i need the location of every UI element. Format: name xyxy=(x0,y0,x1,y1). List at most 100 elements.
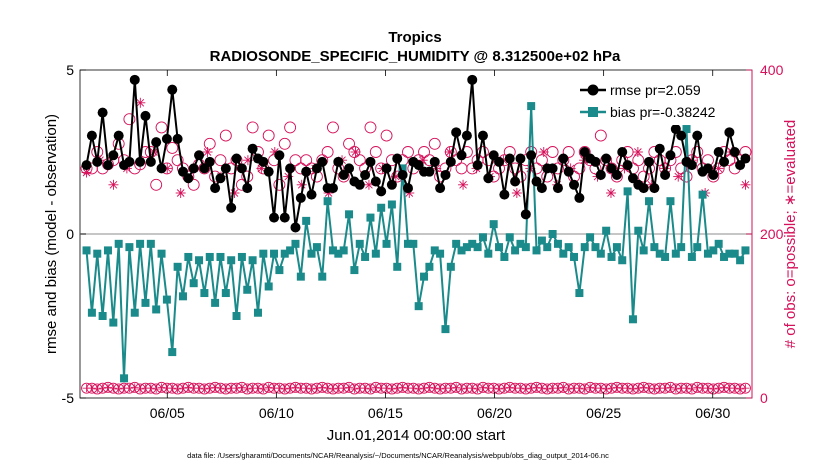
rmse-point xyxy=(354,179,365,190)
evaluated-star-stroke xyxy=(445,148,454,156)
y-left-tick-label: -5 xyxy=(62,390,75,406)
evaluated-count-marker xyxy=(202,147,213,157)
rmse-point xyxy=(435,183,446,194)
chart-subtitle: RADIOSONDE_SPECIFIC_HUMIDITY @ 8.312500e… xyxy=(210,48,621,65)
bias-point xyxy=(120,374,129,383)
bias-point xyxy=(661,252,670,261)
evaluated-star-stroke xyxy=(176,189,185,197)
x-ticks-group: 06/05 06/10 06/15 06/20 06/25 06/30 xyxy=(150,70,730,421)
evaluated-star-stroke xyxy=(459,180,467,189)
rmse-point xyxy=(611,169,622,180)
bias-point xyxy=(570,252,579,261)
rmse-point xyxy=(547,163,558,174)
y-left-tick-label: 0 xyxy=(66,226,74,242)
rmse-point xyxy=(729,147,740,157)
bias-point xyxy=(436,249,445,258)
bias-point xyxy=(473,243,482,252)
rmse-point xyxy=(649,183,660,194)
bias-point xyxy=(527,102,536,111)
bias-point xyxy=(420,272,429,281)
bias-point xyxy=(270,249,279,258)
bias-point xyxy=(462,243,471,252)
bias-point xyxy=(500,252,509,261)
rmse-point xyxy=(510,176,521,187)
bias-point xyxy=(168,348,177,357)
rmse-point xyxy=(333,156,344,167)
bias-point xyxy=(425,262,434,271)
evaluated-star-stroke xyxy=(136,98,145,107)
evaluated-count-marker xyxy=(229,188,240,198)
bias-point xyxy=(575,289,584,298)
bias-point xyxy=(564,243,573,252)
rmse-point xyxy=(590,156,601,167)
rmse-point xyxy=(676,130,687,141)
rmse-point xyxy=(135,156,146,167)
possible-count-marker xyxy=(123,113,136,126)
bias-point xyxy=(211,298,220,307)
rmse-point xyxy=(622,160,633,171)
bias-point xyxy=(655,249,664,258)
bias-point xyxy=(232,312,241,320)
bias-point xyxy=(468,239,477,248)
bias-point xyxy=(532,246,541,255)
bias-point xyxy=(682,125,691,134)
rmse-point xyxy=(429,156,440,167)
y-ticks-group: -5 0 5 0 200 400 xyxy=(62,62,784,406)
rmse-point xyxy=(279,212,290,223)
possible-count-marker xyxy=(364,121,377,134)
bias-point xyxy=(687,252,696,261)
rmse-point xyxy=(124,156,135,167)
rmse-point xyxy=(247,143,258,154)
evaluated-count-marker xyxy=(605,188,616,198)
bias-point xyxy=(382,239,391,248)
y-axis-label-left: rmse and bias (model - observation) xyxy=(43,114,60,354)
bias-point xyxy=(495,243,504,252)
rmse-point xyxy=(483,173,494,184)
rmse-point xyxy=(215,173,226,184)
bias-series-group xyxy=(82,102,750,383)
rmse-point xyxy=(220,163,231,174)
rmse-point xyxy=(113,130,124,141)
bias-point xyxy=(339,246,348,255)
evaluated-star-stroke xyxy=(109,180,118,189)
bias-point xyxy=(109,318,118,327)
bias-point xyxy=(195,256,204,265)
bias-point xyxy=(548,230,557,238)
bias-point xyxy=(216,252,225,261)
bias-point xyxy=(323,197,332,206)
bias-point xyxy=(612,243,621,252)
rmse-point xyxy=(719,156,730,167)
rmse-point xyxy=(638,183,649,194)
rmse-point xyxy=(526,150,537,161)
bias-point xyxy=(521,243,530,252)
bias-point xyxy=(189,279,198,288)
rmse-point xyxy=(665,150,676,161)
rmse-point xyxy=(317,156,328,167)
rmse-point xyxy=(92,156,103,167)
rmse-point xyxy=(86,130,97,141)
possible-count-marker xyxy=(369,146,382,158)
bias-point xyxy=(152,305,161,314)
bias-point xyxy=(736,256,745,265)
possible-count-marker xyxy=(150,178,163,191)
bias-point xyxy=(446,262,455,271)
bias-point xyxy=(741,246,750,255)
evaluated-star-stroke xyxy=(607,189,615,197)
bias-point xyxy=(607,252,616,261)
bias-point xyxy=(275,266,284,275)
bias-point xyxy=(350,266,359,275)
rmse-point xyxy=(713,147,724,157)
evaluated-star-stroke xyxy=(203,148,212,156)
rmse-point xyxy=(204,156,215,167)
possible-count-low-marker xyxy=(740,382,751,394)
rmse-point xyxy=(461,130,472,141)
bias-point xyxy=(586,233,595,242)
rmse-point xyxy=(660,169,671,180)
y-left-tick-label: 5 xyxy=(66,62,74,78)
y-right-tick-label: 200 xyxy=(760,226,784,242)
bias-point xyxy=(302,216,311,225)
evaluated-count-marker xyxy=(350,147,361,157)
possible-count-marker xyxy=(155,121,168,134)
rmse-point xyxy=(563,166,574,177)
bias-point xyxy=(366,213,375,222)
